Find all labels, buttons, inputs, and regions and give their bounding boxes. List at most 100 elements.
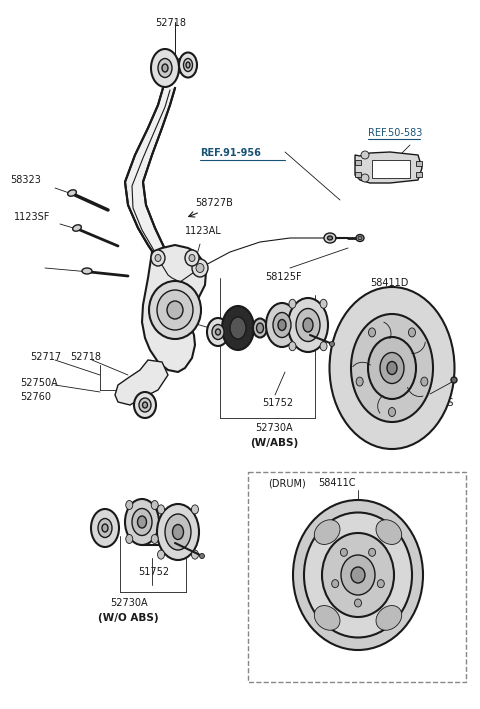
Ellipse shape (273, 313, 291, 337)
Ellipse shape (91, 509, 119, 547)
Ellipse shape (451, 377, 457, 383)
Ellipse shape (200, 554, 204, 559)
Polygon shape (125, 88, 183, 272)
Ellipse shape (82, 268, 92, 274)
Ellipse shape (212, 325, 224, 340)
Ellipse shape (327, 236, 333, 240)
Ellipse shape (380, 352, 404, 384)
Ellipse shape (132, 508, 152, 535)
Ellipse shape (216, 329, 220, 335)
Ellipse shape (139, 398, 151, 412)
Ellipse shape (137, 516, 146, 528)
Ellipse shape (183, 59, 192, 72)
Text: (W/O ABS): (W/O ABS) (98, 613, 158, 623)
Ellipse shape (377, 580, 384, 588)
Ellipse shape (253, 318, 267, 337)
Bar (355, 160, 361, 165)
Text: REF.91-956: REF.91-956 (200, 148, 261, 158)
Ellipse shape (189, 255, 195, 262)
Text: 1220FS: 1220FS (418, 398, 455, 408)
Ellipse shape (155, 255, 161, 262)
Ellipse shape (296, 308, 320, 342)
Ellipse shape (143, 402, 147, 408)
Text: 58727B: 58727B (195, 198, 233, 208)
Ellipse shape (289, 299, 296, 308)
Text: 52718: 52718 (70, 352, 101, 362)
Ellipse shape (196, 264, 204, 272)
Ellipse shape (230, 317, 246, 339)
Ellipse shape (356, 377, 363, 386)
Ellipse shape (256, 323, 264, 333)
Ellipse shape (149, 281, 201, 339)
Ellipse shape (278, 320, 286, 330)
Ellipse shape (304, 513, 412, 637)
Ellipse shape (151, 49, 179, 87)
Ellipse shape (162, 64, 168, 72)
Ellipse shape (157, 550, 165, 559)
Ellipse shape (289, 342, 296, 351)
Ellipse shape (320, 299, 327, 308)
Ellipse shape (369, 548, 376, 557)
Polygon shape (158, 58, 192, 74)
Ellipse shape (185, 250, 199, 266)
Ellipse shape (387, 362, 397, 374)
Ellipse shape (186, 62, 190, 68)
Ellipse shape (329, 287, 455, 449)
Ellipse shape (358, 236, 362, 240)
Text: 52718: 52718 (155, 308, 186, 318)
Text: 1123AL: 1123AL (185, 226, 222, 236)
Ellipse shape (361, 151, 369, 159)
Ellipse shape (288, 298, 328, 352)
Text: (DRUM): (DRUM) (268, 478, 306, 488)
Ellipse shape (340, 548, 348, 557)
Ellipse shape (72, 225, 81, 231)
Ellipse shape (421, 377, 428, 386)
Ellipse shape (322, 533, 394, 617)
Text: 51752: 51752 (138, 567, 169, 577)
Ellipse shape (98, 518, 112, 537)
Text: 51752: 51752 (262, 398, 293, 408)
Ellipse shape (341, 555, 375, 595)
Bar (372, 160, 410, 178)
Text: 58411C: 58411C (318, 478, 356, 488)
Ellipse shape (314, 520, 340, 545)
Ellipse shape (157, 290, 193, 330)
Ellipse shape (126, 535, 133, 544)
Ellipse shape (329, 342, 335, 347)
Ellipse shape (332, 580, 339, 588)
Text: 52760: 52760 (20, 392, 51, 402)
Ellipse shape (355, 599, 361, 607)
Text: 58411D: 58411D (370, 278, 408, 288)
Text: (W/ABS): (W/ABS) (250, 438, 298, 448)
Text: 58125F: 58125F (265, 272, 301, 282)
Ellipse shape (388, 408, 396, 416)
Ellipse shape (351, 567, 365, 583)
Ellipse shape (192, 550, 198, 559)
Text: C: C (147, 514, 152, 523)
Ellipse shape (167, 301, 183, 319)
Ellipse shape (172, 525, 183, 540)
Ellipse shape (361, 174, 369, 182)
Ellipse shape (68, 190, 76, 196)
Ellipse shape (102, 524, 108, 532)
Bar (416, 172, 422, 177)
Ellipse shape (376, 520, 402, 545)
Ellipse shape (369, 328, 375, 337)
Text: 52730A: 52730A (255, 423, 293, 433)
Ellipse shape (314, 605, 340, 630)
Text: 52718: 52718 (155, 18, 186, 28)
Ellipse shape (151, 501, 158, 510)
Ellipse shape (293, 500, 423, 650)
Ellipse shape (165, 514, 191, 550)
Bar (248, 472, 466, 682)
Ellipse shape (368, 337, 416, 399)
Ellipse shape (376, 605, 402, 630)
Ellipse shape (151, 250, 165, 266)
Ellipse shape (151, 535, 158, 544)
Ellipse shape (266, 303, 298, 347)
Text: 1123SF: 1123SF (14, 212, 50, 222)
Ellipse shape (303, 318, 313, 332)
Ellipse shape (320, 342, 327, 351)
Ellipse shape (207, 318, 229, 346)
Ellipse shape (126, 501, 133, 510)
